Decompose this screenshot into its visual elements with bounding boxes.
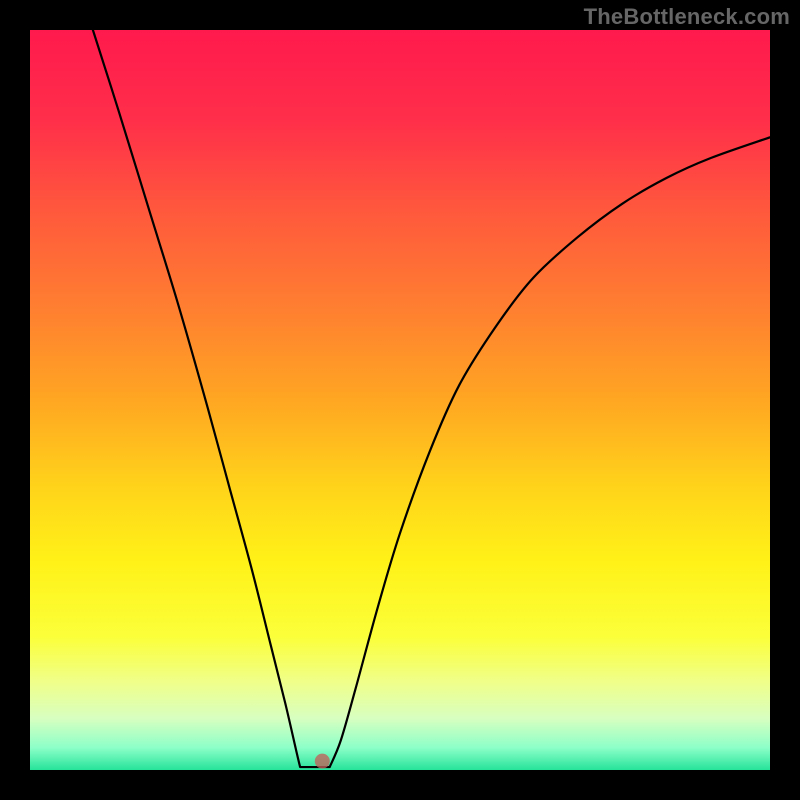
bottleneck-chart: TheBottleneck.com [0,0,800,800]
plot-area [30,30,770,770]
watermark-text: TheBottleneck.com [584,4,790,30]
chart-svg [0,0,800,800]
optimal-point-marker [315,754,330,769]
